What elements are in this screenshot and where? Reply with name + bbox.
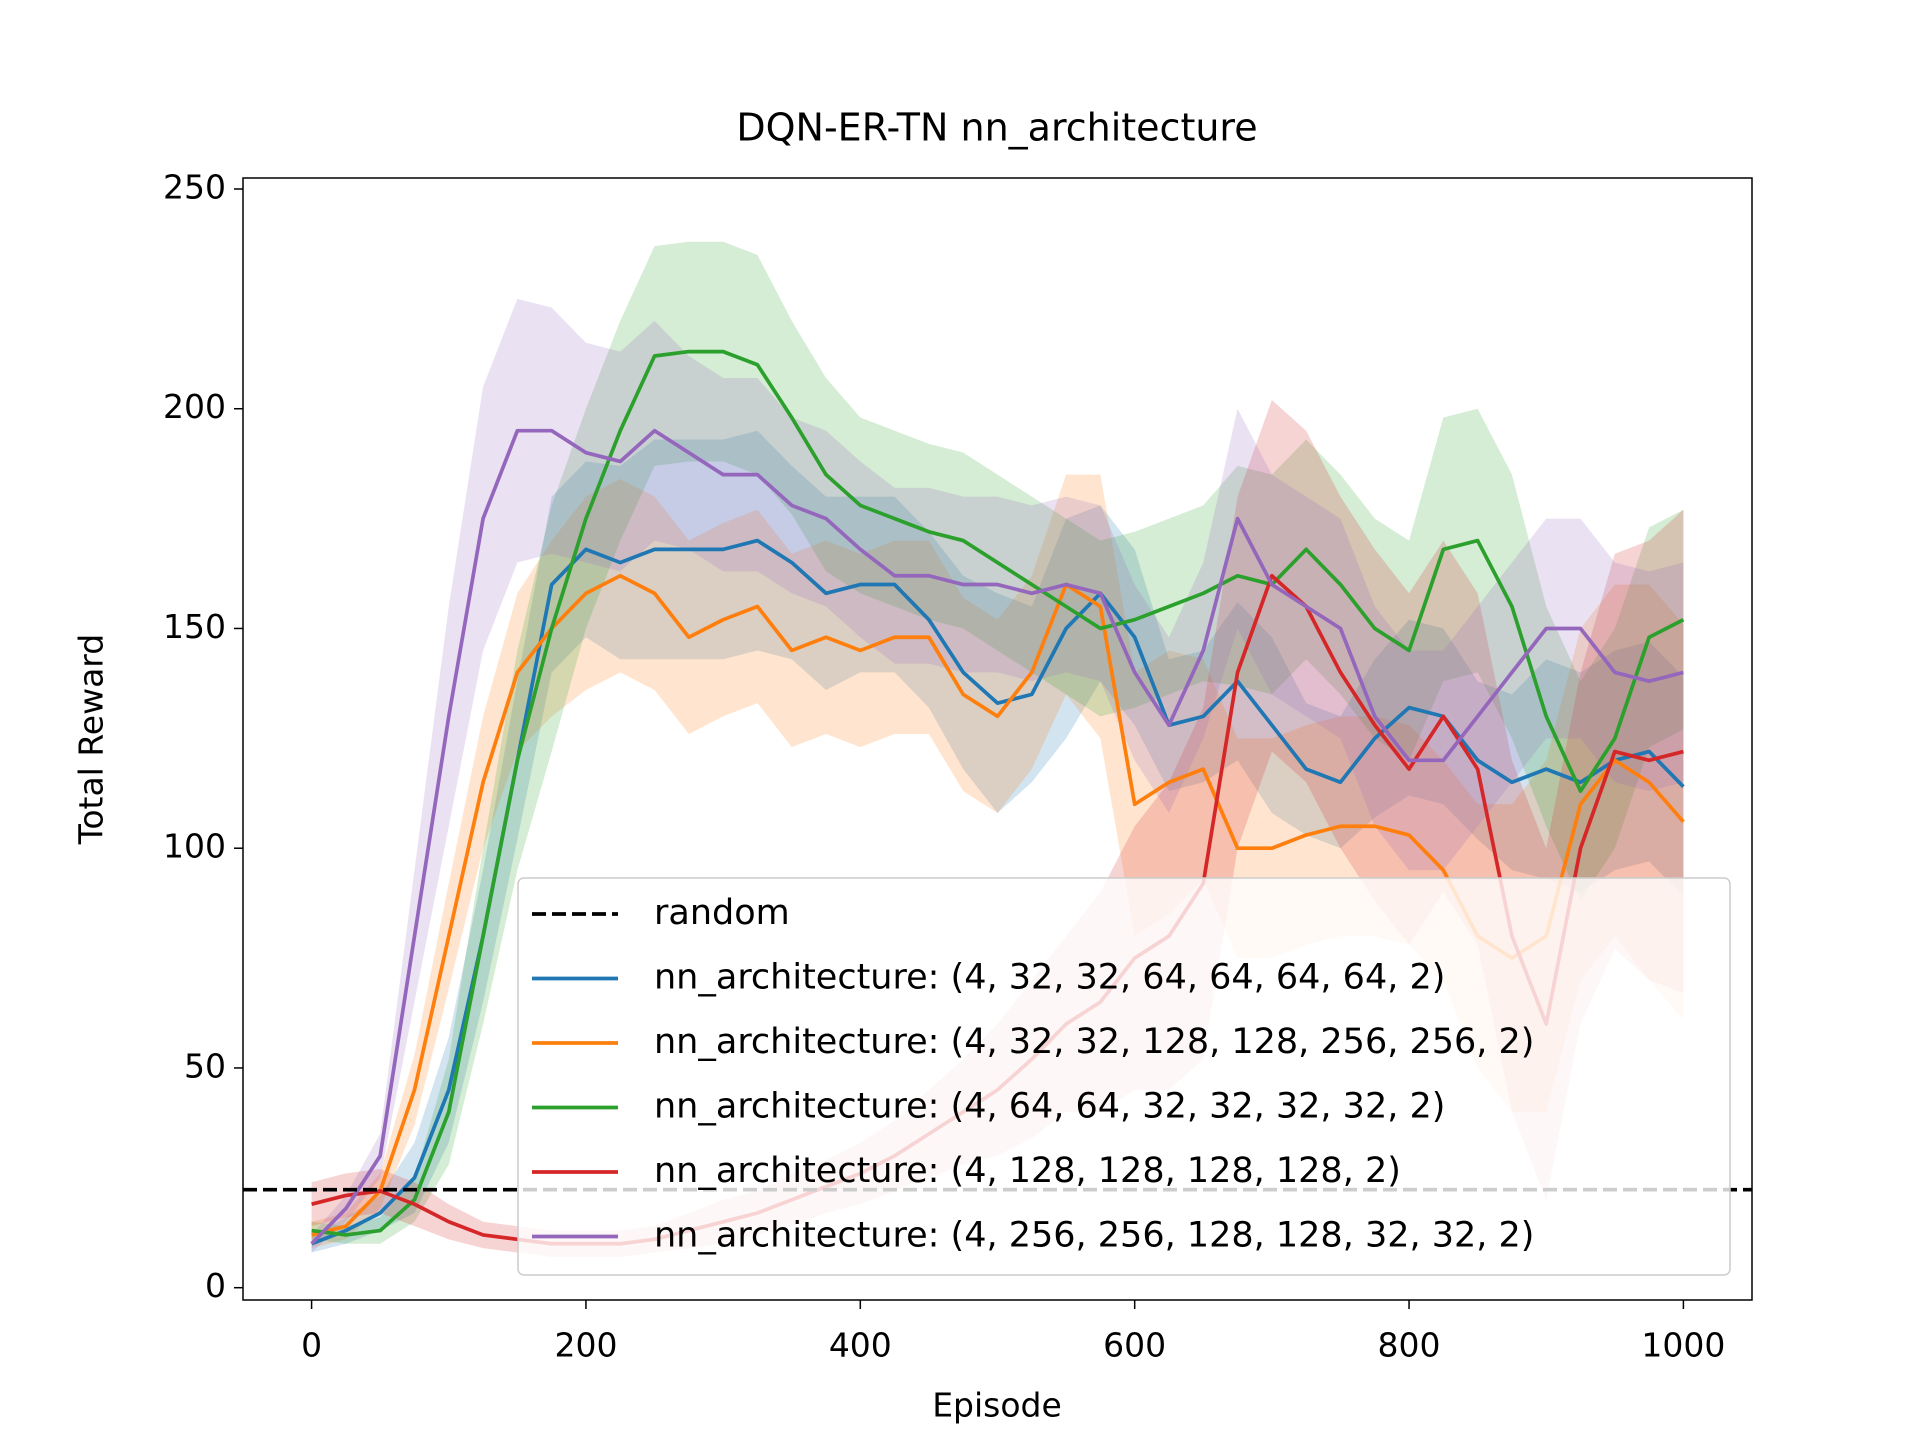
legend-label: nn_architecture: (4, 64, 64, 32, 32, 32,… xyxy=(654,1087,1445,1127)
legend-label: random xyxy=(654,893,790,933)
error-band xyxy=(311,474,1684,1249)
y-tick-label: 0 xyxy=(205,1266,226,1305)
y-tick-label: 50 xyxy=(184,1046,226,1085)
y-axis-label: Total Reward xyxy=(72,634,111,845)
x-tick-label: 1000 xyxy=(1641,1326,1725,1365)
x-tick-label: 400 xyxy=(829,1326,892,1365)
error-band xyxy=(311,399,1684,1257)
error-band xyxy=(311,241,1684,1244)
y-tick-label: 100 xyxy=(163,827,226,866)
legend-label: nn_architecture: (4, 32, 32, 128, 128, 2… xyxy=(654,1022,1534,1062)
plot-area xyxy=(243,241,1752,1257)
chart-title: DQN-ER-TN nn_architecture xyxy=(736,106,1257,150)
error-band xyxy=(311,430,1684,1253)
y-tick-label: 250 xyxy=(163,167,226,206)
x-tick-label: 600 xyxy=(1103,1326,1166,1365)
axes-frame xyxy=(242,177,1753,1301)
series-line xyxy=(311,349,1685,1237)
y-tick-label: 200 xyxy=(163,387,226,426)
legend-label: nn_architecture: (4, 128, 128, 128, 128,… xyxy=(654,1151,1401,1191)
x-tick-label: 200 xyxy=(554,1326,617,1365)
series-line xyxy=(310,428,1684,1246)
x-axis-label: Episode xyxy=(932,1386,1062,1425)
error-band xyxy=(311,298,1684,1253)
legend-label: nn_architecture: (4, 32, 32, 64, 64, 64,… xyxy=(654,958,1445,998)
x-tick-label: 800 xyxy=(1378,1326,1441,1365)
legend-label: nn_architecture: (4, 256, 256, 128, 128,… xyxy=(654,1216,1534,1256)
legend-box xyxy=(517,877,1731,1276)
x-tick-label: 0 xyxy=(301,1326,322,1365)
y-tick-label: 150 xyxy=(163,607,226,646)
